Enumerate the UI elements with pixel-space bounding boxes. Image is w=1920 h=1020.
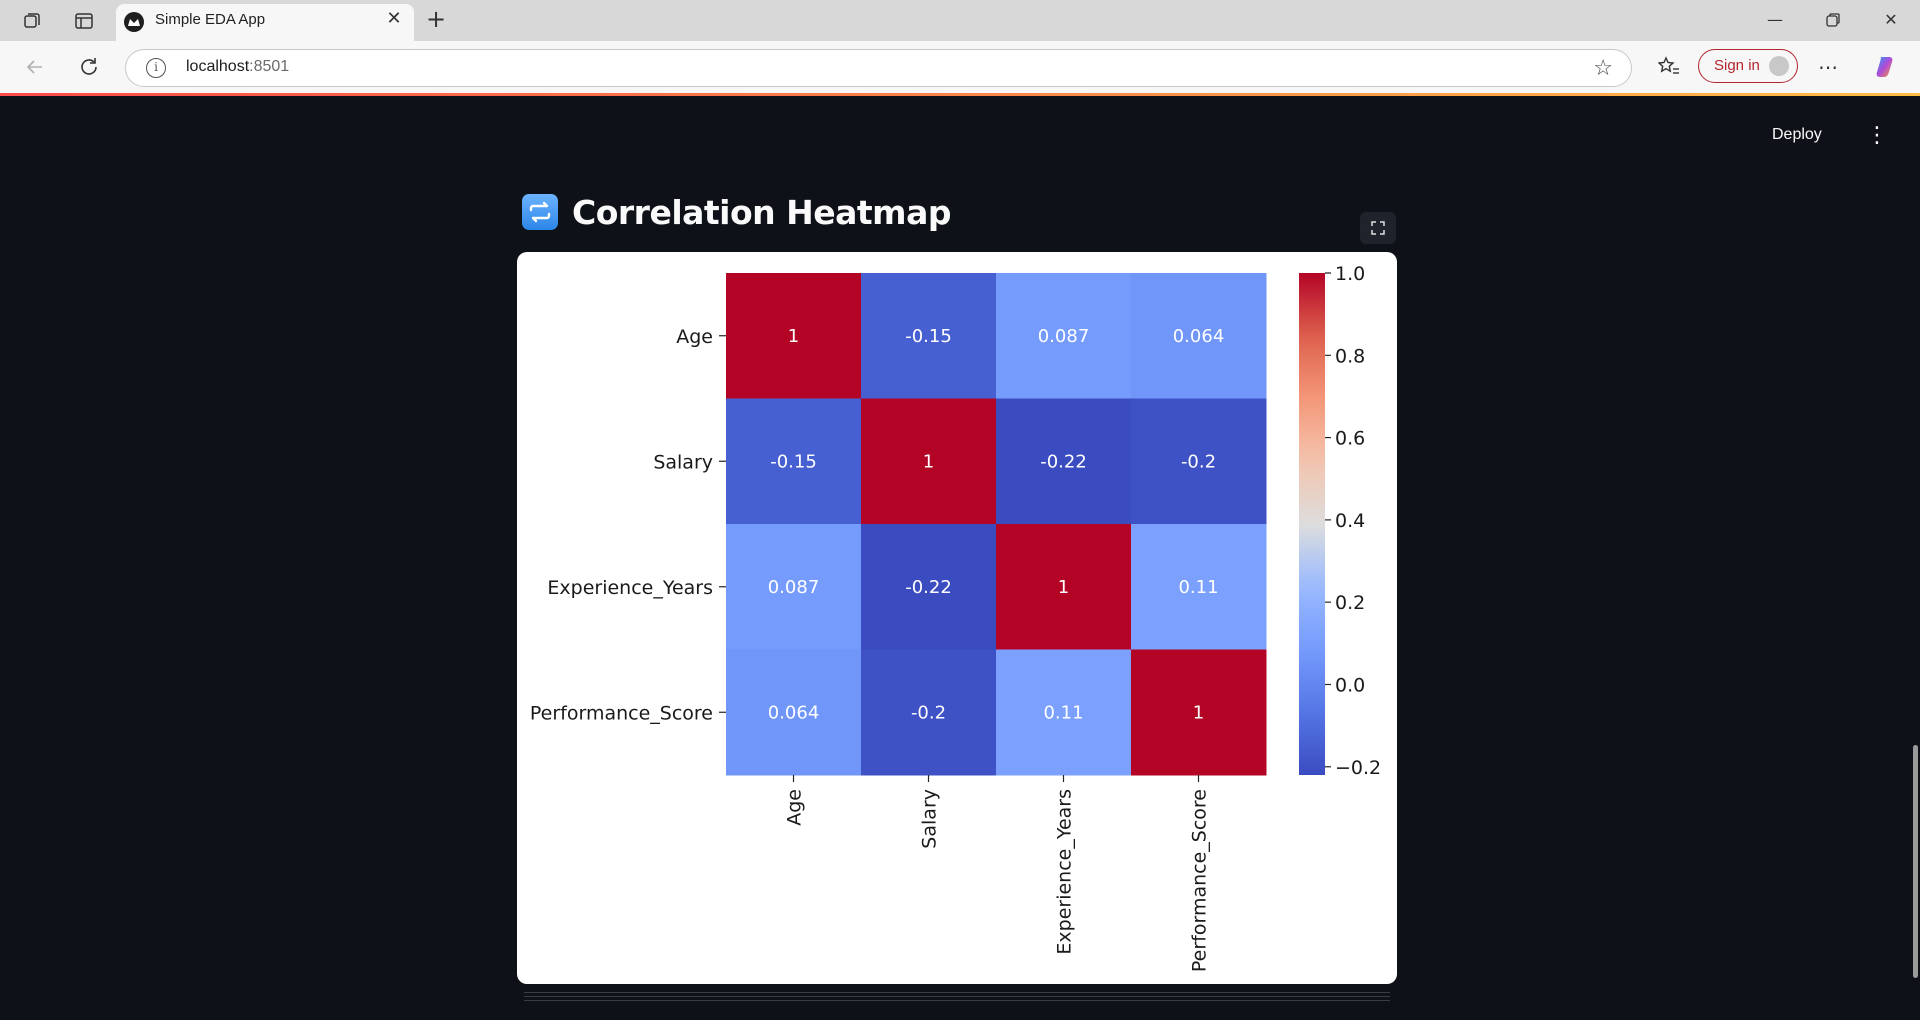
cell-value-label: -0.2 bbox=[911, 702, 946, 723]
colorbar-tick-label: 0.0 bbox=[1335, 674, 1365, 696]
y-tick-label: Experience_Years bbox=[547, 577, 713, 599]
tab-actions-icon[interactable] bbox=[72, 9, 96, 33]
cell-value-label: 1 bbox=[1058, 577, 1069, 598]
heatmap-cell bbox=[726, 524, 862, 650]
y-tick-label: Performance_Score bbox=[530, 702, 713, 724]
cell-value-label: -0.2 bbox=[1181, 451, 1216, 472]
back-icon[interactable] bbox=[22, 54, 48, 80]
colorbar-tick-label: 0.4 bbox=[1335, 510, 1365, 532]
x-tick-label: Performance_Score bbox=[1189, 789, 1211, 972]
deploy-button[interactable]: Deploy bbox=[1772, 126, 1822, 143]
minimize-icon[interactable]: — bbox=[1767, 10, 1783, 29]
heatmap-cell bbox=[726, 398, 862, 525]
cell-value-label: 1 bbox=[1193, 702, 1204, 723]
heatmap-cell bbox=[996, 524, 1132, 650]
active-tab[interactable] bbox=[116, 4, 414, 41]
colorbar-tick-label: 0.6 bbox=[1335, 428, 1365, 450]
cell-value-label: -0.15 bbox=[770, 451, 817, 472]
heatmap-cell bbox=[726, 649, 862, 776]
correlation-heatmap-chart: 1 -0.15 0.087 0.064 -0.15 1 -0.22 -0.2 0.087 -0.2… bbox=[530, 263, 1381, 972]
heatmap-cell bbox=[1131, 649, 1267, 776]
profile-avatar-icon bbox=[1769, 56, 1789, 76]
cell-value-label: -0.22 bbox=[905, 577, 952, 598]
colorbar-tick-label: 1.0 bbox=[1335, 263, 1365, 285]
section-heading: Correlation Heatmap bbox=[522, 190, 951, 234]
main-menu-icon[interactable]: ⋮ bbox=[1866, 123, 1888, 148]
heatmap-cell bbox=[861, 649, 997, 776]
close-tab-icon[interactable]: ✕ bbox=[386, 8, 402, 29]
fullscreen-button[interactable] bbox=[1360, 212, 1396, 244]
y-tick-label: Age bbox=[676, 326, 713, 348]
tab-title: Simple EDA App bbox=[155, 11, 266, 28]
heatmap-cell bbox=[996, 649, 1132, 776]
url-port: :8501 bbox=[249, 58, 290, 75]
x-tick-label: Experience_Years bbox=[1054, 789, 1076, 955]
page-scrollbar[interactable] bbox=[1913, 745, 1918, 978]
workspaces-icon[interactable] bbox=[20, 9, 44, 33]
url-host: localhost bbox=[186, 58, 250, 75]
x-tick-label: Salary bbox=[919, 789, 941, 849]
fullscreen-icon bbox=[1371, 221, 1385, 235]
cell-value-label: 0.11 bbox=[1043, 702, 1083, 723]
repeat-arrows-icon bbox=[522, 194, 558, 230]
heatmap-cell bbox=[1131, 273, 1267, 399]
heatmap-cell bbox=[996, 273, 1132, 399]
divider-lines bbox=[524, 992, 1390, 1012]
heatmap-figure: 1 -0.15 0.087 0.064 -0.15 1 -0.22 -0.2 0.087 -0.2… bbox=[517, 252, 1397, 984]
sign-in-label: Sign in bbox=[1714, 57, 1760, 74]
url-input[interactable]: i localhost:8501 ☆ bbox=[125, 49, 1632, 87]
cell-value-label: 0.064 bbox=[1173, 326, 1225, 347]
cell-value-label: -0.22 bbox=[1040, 451, 1087, 472]
favorites-icon[interactable] bbox=[1655, 53, 1683, 81]
y-tick-label: Salary bbox=[653, 451, 713, 473]
browser-tab-bar: Simple EDA App ✕ + — ✕ bbox=[0, 0, 1920, 41]
reload-icon[interactable] bbox=[76, 54, 102, 80]
cell-value-label: 0.064 bbox=[768, 702, 820, 723]
streamlit-favicon-icon bbox=[124, 12, 144, 32]
favorite-star-icon[interactable]: ☆ bbox=[1593, 56, 1613, 81]
new-tab-icon[interactable]: + bbox=[425, 5, 447, 33]
app-header-decoration bbox=[0, 93, 1920, 96]
cell-value-label: 1 bbox=[923, 451, 934, 472]
cell-value-label: 0.087 bbox=[768, 577, 820, 598]
colorbar bbox=[1299, 273, 1325, 775]
url-text: localhost:8501 bbox=[186, 58, 289, 76]
colorbar-tick-label: 0.2 bbox=[1335, 592, 1365, 614]
cell-value-label: 1 bbox=[788, 326, 799, 347]
restore-icon[interactable] bbox=[1818, 8, 1848, 32]
site-info-icon[interactable]: i bbox=[146, 58, 166, 78]
heatmap-cell bbox=[861, 524, 997, 650]
colorbar-tick-label: 0.8 bbox=[1335, 345, 1365, 367]
heatmap-cell bbox=[861, 273, 997, 399]
x-tick-label: Age bbox=[784, 789, 806, 826]
close-window-icon[interactable]: ✕ bbox=[1884, 10, 1898, 29]
cell-value-label: -0.15 bbox=[905, 326, 952, 347]
sign-in-button[interactable]: Sign in bbox=[1698, 49, 1798, 83]
page-title: Correlation Heatmap bbox=[572, 192, 951, 232]
browser-address-bar: i localhost:8501 ☆ Sign in ⋯ bbox=[0, 41, 1920, 94]
cell-value-label: 0.087 bbox=[1038, 326, 1090, 347]
heatmap-cell bbox=[1131, 398, 1267, 525]
heatmap-cell bbox=[861, 398, 997, 525]
heatmap-cell bbox=[726, 273, 862, 399]
heatmap-cell bbox=[996, 398, 1132, 525]
copilot-icon[interactable] bbox=[1872, 53, 1900, 81]
more-options-icon[interactable]: ⋯ bbox=[1818, 55, 1838, 79]
colorbar-tick-label: −0.2 bbox=[1335, 757, 1381, 779]
cell-value-label: 0.11 bbox=[1178, 577, 1218, 598]
heatmap-cell bbox=[1131, 524, 1267, 650]
